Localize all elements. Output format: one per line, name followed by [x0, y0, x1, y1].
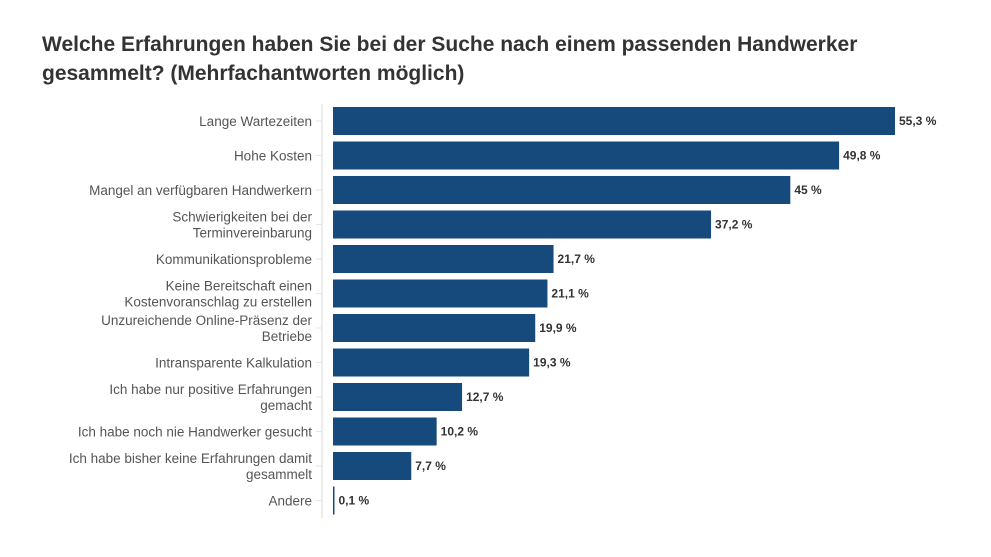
bar [333, 314, 536, 342]
bar [333, 486, 335, 515]
category-label: Keine Bereitschaft einen Kostenvoranschla… [124, 279, 312, 310]
category-label: Ich habe bisher keine Erfahrungen damit g… [69, 451, 312, 482]
value-label: 19,9 % [539, 321, 577, 335]
chart-title: Welche Erfahrungen haben Sie bei der Suc… [42, 33, 858, 85]
value-label: 45 % [794, 183, 822, 197]
bar [333, 348, 530, 377]
category-label: Andere [268, 494, 312, 509]
value-label: 19,3 % [533, 356, 571, 370]
category-label: Schwierigkeiten bei der Terminvereinbarun… [172, 210, 312, 241]
bar [333, 383, 463, 411]
value-label: 12,7 % [466, 390, 504, 404]
value-label: 37,2 % [715, 218, 753, 232]
category-label: Unzureichende Online-Präsenz der Betriebe [101, 313, 312, 344]
value-label: 7,7 % [415, 459, 446, 473]
value-label: 49,8 % [843, 149, 881, 163]
category-label: Ich habe noch nie Handwerker gesucht [78, 425, 312, 440]
category-label: Intransparente Kalkulation [155, 356, 312, 371]
bar [333, 107, 895, 135]
value-label: 10,2 % [441, 425, 479, 439]
bar [333, 176, 791, 204]
value-label: 55,3 % [899, 114, 937, 128]
bar [333, 141, 840, 170]
bar [333, 417, 437, 446]
bar [333, 279, 548, 308]
value-label: 21,1 % [551, 287, 589, 301]
category-label: Mangel an verfügbaren Handwerkern [89, 183, 312, 198]
category-label: Lange Wartezeiten [199, 114, 312, 129]
category-label: Ich habe nur positive Erfahrungen gemacht [109, 382, 312, 413]
category-label: Kommunikationsprobleme [156, 252, 312, 267]
value-label: 0,1 % [339, 494, 370, 508]
category-label: Hohe Kosten [234, 149, 312, 164]
bar [333, 210, 712, 239]
value-label: 21,7 % [558, 252, 596, 266]
bar [333, 452, 412, 480]
bar [333, 245, 554, 273]
